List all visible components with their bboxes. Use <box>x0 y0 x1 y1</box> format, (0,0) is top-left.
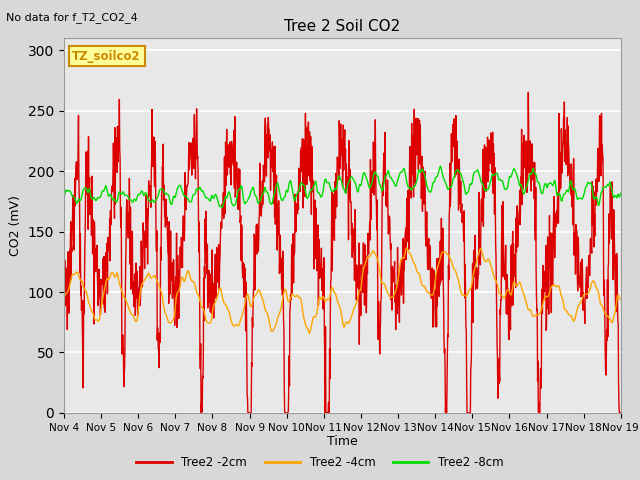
Tree2 -2cm <box>524 89 532 95</box>
Tree2 -2cm <box>297 148 305 154</box>
Tree2 -8cm <box>297 180 305 186</box>
Tree2 -2cm <box>60 279 68 285</box>
Tree2 -4cm <box>378 278 385 284</box>
Tree2 -2cm <box>617 410 625 416</box>
Tree2 -8cm <box>378 185 385 191</box>
Tree2 -8cm <box>617 190 625 196</box>
Legend: Tree2 -2cm, Tree2 -4cm, Tree2 -8cm: Tree2 -2cm, Tree2 -4cm, Tree2 -8cm <box>132 452 508 474</box>
Tree2 -8cm <box>126 197 134 203</box>
Tree2 -2cm <box>378 295 385 300</box>
Tree2 -2cm <box>103 240 111 246</box>
Text: No data for f_T2_CO2_4: No data for f_T2_CO2_4 <box>6 12 138 23</box>
Line: Tree2 -2cm: Tree2 -2cm <box>64 92 621 413</box>
Tree2 -4cm <box>308 319 316 324</box>
Title: Tree 2 Soil CO2: Tree 2 Soil CO2 <box>284 20 401 35</box>
Tree2 -4cm <box>60 295 68 300</box>
Tree2 -4cm <box>403 245 410 251</box>
Tree2 -4cm <box>103 276 111 282</box>
Y-axis label: CO2 (mV): CO2 (mV) <box>10 195 22 256</box>
Tree2 -4cm <box>306 330 314 336</box>
Line: Tree2 -4cm: Tree2 -4cm <box>64 248 621 333</box>
Tree2 -2cm <box>308 151 316 156</box>
Tree2 -8cm <box>103 187 111 193</box>
Tree2 -4cm <box>617 297 625 302</box>
Tree2 -4cm <box>296 295 304 300</box>
Tree2 -4cm <box>318 296 326 301</box>
Tree2 -8cm <box>436 163 444 169</box>
Text: TZ_soilco2: TZ_soilco2 <box>72 49 141 62</box>
Line: Tree2 -8cm: Tree2 -8cm <box>64 166 621 208</box>
X-axis label: Time: Time <box>327 435 358 448</box>
Tree2 -4cm <box>126 308 134 313</box>
Tree2 -2cm <box>197 410 205 416</box>
Tree2 -8cm <box>308 187 316 192</box>
Tree2 -8cm <box>218 205 226 211</box>
Tree2 -2cm <box>318 265 326 271</box>
Tree2 -2cm <box>126 224 134 229</box>
Tree2 -8cm <box>318 192 326 198</box>
Tree2 -8cm <box>60 194 68 200</box>
